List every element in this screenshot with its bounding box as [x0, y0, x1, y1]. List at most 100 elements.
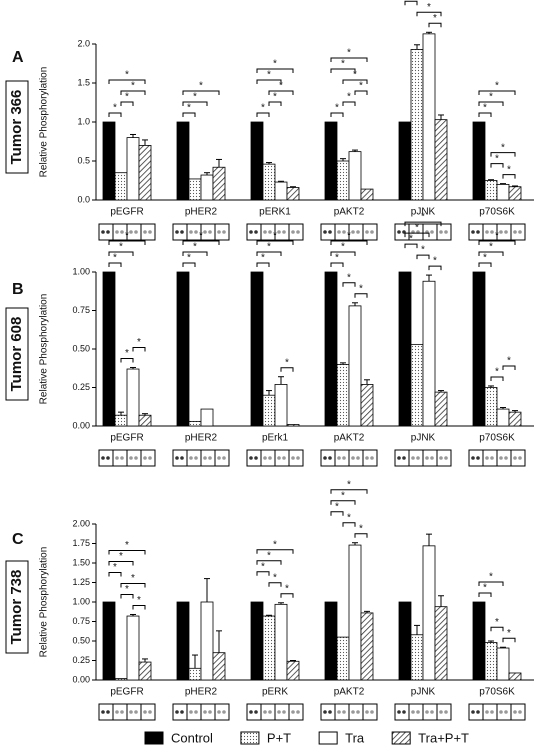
significance-label: *	[483, 253, 487, 264]
blot-spot	[129, 710, 133, 714]
blot-spot	[194, 456, 198, 460]
significance-bracket	[490, 163, 504, 168]
category-label: pJNK	[411, 433, 436, 444]
y-tick-label: 1.75	[72, 538, 90, 548]
blot-spot	[365, 230, 369, 234]
blot-spot	[416, 456, 420, 460]
y-tick-label: 0.75	[72, 616, 90, 626]
blot-spot	[513, 230, 517, 234]
blot-spot	[342, 230, 346, 234]
category-label: p70S6K	[479, 433, 515, 444]
significance-label: *	[267, 242, 271, 253]
blot-spot	[296, 456, 300, 460]
significance-label: *	[347, 231, 351, 242]
y-tick-label: 1.5	[77, 77, 90, 87]
bar	[250, 121, 264, 201]
blot-spot	[120, 710, 124, 714]
blot-spot	[134, 456, 138, 460]
bar	[200, 408, 214, 427]
significance-label: *	[137, 595, 141, 606]
significance-label: *	[261, 103, 265, 114]
significance-label: *	[119, 242, 123, 253]
blot-spot	[291, 710, 295, 714]
blot-spot	[323, 230, 327, 234]
tumor-label: Tumor 608	[8, 317, 25, 392]
blot-spot	[217, 456, 221, 460]
blot	[172, 223, 230, 241]
bar	[472, 121, 486, 201]
significance-label: *	[285, 357, 289, 368]
bar	[286, 187, 300, 201]
significance-label: *	[273, 92, 277, 103]
blot-spot	[120, 456, 124, 460]
significance-bracket	[182, 112, 196, 117]
significance-bracket	[330, 500, 356, 505]
y-tick-label: 2.00	[72, 518, 90, 528]
blot-spot	[337, 230, 341, 234]
blot-spot	[249, 230, 253, 234]
significance-bracket	[108, 571, 122, 577]
blot-spot	[277, 456, 281, 460]
blot-spot	[296, 230, 300, 234]
blot-spot	[402, 456, 406, 460]
bar	[472, 601, 486, 681]
significance-label: *	[433, 256, 437, 267]
legend-swatch	[240, 731, 260, 745]
category-label: pHER2	[185, 207, 218, 218]
blot	[246, 223, 304, 241]
category-label: pHER2	[185, 687, 218, 698]
y-tick-label: 2.0	[77, 38, 90, 48]
significance-bracket	[108, 251, 134, 256]
significance-bracket	[478, 90, 516, 95]
significance-bracket	[478, 262, 492, 267]
category-label: pErk1	[262, 433, 289, 444]
category-label: pAKT2	[334, 207, 365, 218]
blot-spot	[106, 456, 110, 460]
bar	[348, 305, 362, 427]
bar	[484, 180, 498, 201]
bar	[422, 280, 436, 427]
significance-label: *	[119, 551, 123, 562]
blot-spot	[180, 230, 184, 234]
blot-spot	[444, 456, 448, 460]
y-tick-label: 0.50	[72, 343, 90, 353]
bar	[126, 137, 140, 201]
y-tick-label: 0.00	[72, 674, 90, 684]
bar	[126, 368, 140, 427]
y-tick-label: 1.50	[72, 557, 90, 567]
blot-spot	[337, 456, 341, 460]
blot-spot	[425, 456, 429, 460]
blot-spot	[476, 230, 480, 234]
bar	[422, 545, 436, 681]
bar	[496, 183, 510, 201]
bar	[324, 271, 338, 427]
y-axis-label: Relative Phosphorylation	[39, 67, 50, 178]
blot-spot	[101, 710, 105, 714]
significance-bracket	[108, 79, 146, 84]
y-tick-label: 0.50	[72, 635, 90, 645]
significance-bracket	[330, 262, 344, 267]
significance-bracket	[342, 522, 356, 527]
legend-label: Tra	[345, 730, 365, 745]
significance-bracket	[490, 626, 504, 632]
blot-spot	[402, 710, 406, 714]
significance-bracket	[342, 101, 356, 106]
significance-bracket	[502, 637, 516, 643]
blot	[320, 223, 378, 241]
blot-spot	[106, 230, 110, 234]
category-label: pEGFR	[110, 687, 143, 698]
significance-label: *	[507, 628, 511, 639]
panel-letter: C	[12, 531, 24, 548]
blot-spot	[115, 710, 119, 714]
significance-bracket	[182, 262, 196, 267]
blot-spot	[222, 456, 226, 460]
y-tick-label: 1.0	[77, 116, 90, 126]
blot-spot	[365, 456, 369, 460]
significance-label: *	[187, 103, 191, 114]
significance-label: *	[495, 153, 499, 164]
blot-spot	[254, 230, 258, 234]
significance-label: *	[495, 367, 499, 378]
bar	[274, 603, 288, 681]
blot-spot	[430, 230, 434, 234]
y-tick-label: 0.0	[77, 194, 90, 204]
